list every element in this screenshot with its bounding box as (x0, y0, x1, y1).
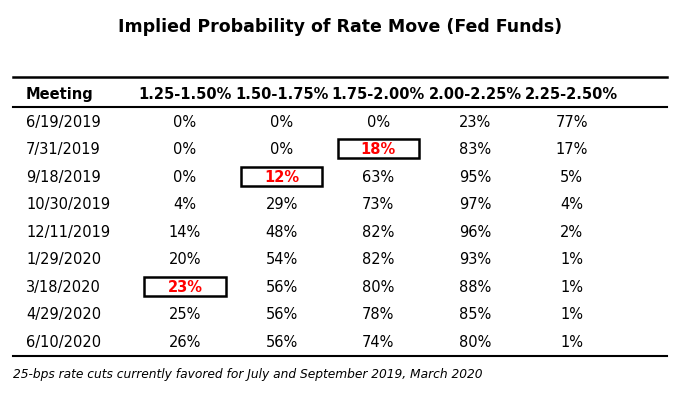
Text: 95%: 95% (459, 169, 491, 184)
Text: 0%: 0% (173, 115, 197, 129)
Text: Implied Probability of Rate Move (Fed Funds): Implied Probability of Rate Move (Fed Fu… (118, 18, 562, 36)
Text: 1%: 1% (560, 307, 583, 322)
Text: 2.00-2.25%: 2.00-2.25% (428, 87, 522, 102)
Text: 78%: 78% (362, 307, 394, 322)
Text: 6/10/2020: 6/10/2020 (26, 334, 101, 349)
Text: 14%: 14% (169, 225, 201, 239)
Text: 54%: 54% (266, 252, 298, 267)
Bar (144, 277, 226, 296)
Text: 1.25-1.50%: 1.25-1.50% (138, 87, 232, 102)
Text: 0%: 0% (270, 142, 293, 157)
Text: 88%: 88% (459, 279, 491, 294)
Text: 3/18/2020: 3/18/2020 (26, 279, 101, 294)
Text: 80%: 80% (362, 279, 394, 294)
Text: 12/11/2019: 12/11/2019 (26, 225, 110, 239)
Text: 9/18/2019: 9/18/2019 (26, 169, 101, 184)
Text: 77%: 77% (556, 115, 588, 129)
Bar (338, 140, 419, 159)
Text: 0%: 0% (270, 115, 293, 129)
Text: 56%: 56% (266, 307, 298, 322)
Text: 56%: 56% (266, 334, 298, 349)
Text: 25-bps rate cuts currently favored for July and September 2019, March 2020: 25-bps rate cuts currently favored for J… (14, 367, 483, 380)
Text: 1%: 1% (560, 279, 583, 294)
Text: 73%: 73% (362, 197, 394, 212)
Text: 12%: 12% (264, 169, 299, 184)
Text: 5%: 5% (560, 169, 583, 184)
Text: 0%: 0% (173, 142, 197, 157)
Text: 26%: 26% (169, 334, 201, 349)
Text: 4%: 4% (173, 197, 197, 212)
Text: 18%: 18% (360, 142, 396, 157)
Text: 1%: 1% (560, 334, 583, 349)
Text: 96%: 96% (459, 225, 491, 239)
Text: 17%: 17% (556, 142, 588, 157)
Text: 1/29/2020: 1/29/2020 (26, 252, 101, 267)
Text: 0%: 0% (367, 115, 390, 129)
Text: 0%: 0% (173, 169, 197, 184)
Text: 20%: 20% (169, 252, 201, 267)
Text: 93%: 93% (459, 252, 491, 267)
Text: 23%: 23% (459, 115, 491, 129)
Text: 1%: 1% (560, 252, 583, 267)
Text: 63%: 63% (362, 169, 394, 184)
Text: 83%: 83% (459, 142, 491, 157)
Text: 10/30/2019: 10/30/2019 (26, 197, 110, 212)
Text: 82%: 82% (362, 225, 394, 239)
Text: 7/31/2019: 7/31/2019 (26, 142, 101, 157)
Text: 80%: 80% (459, 334, 491, 349)
Text: 4/29/2020: 4/29/2020 (26, 307, 101, 322)
Text: 4%: 4% (560, 197, 583, 212)
Text: 48%: 48% (266, 225, 298, 239)
Text: 23%: 23% (167, 279, 203, 294)
Text: 56%: 56% (266, 279, 298, 294)
Text: 85%: 85% (459, 307, 491, 322)
Text: 1.50-1.75%: 1.50-1.75% (235, 87, 328, 102)
Text: 25%: 25% (169, 307, 201, 322)
Text: 1.75-2.00%: 1.75-2.00% (332, 87, 425, 102)
Text: Meeting: Meeting (26, 87, 94, 102)
Text: 97%: 97% (459, 197, 491, 212)
Text: 2%: 2% (560, 225, 583, 239)
Text: 2.25-2.50%: 2.25-2.50% (525, 87, 618, 102)
Text: 74%: 74% (362, 334, 394, 349)
Text: 6/19/2019: 6/19/2019 (26, 115, 101, 129)
Text: 29%: 29% (265, 197, 298, 212)
Bar (241, 168, 322, 186)
Text: 82%: 82% (362, 252, 394, 267)
